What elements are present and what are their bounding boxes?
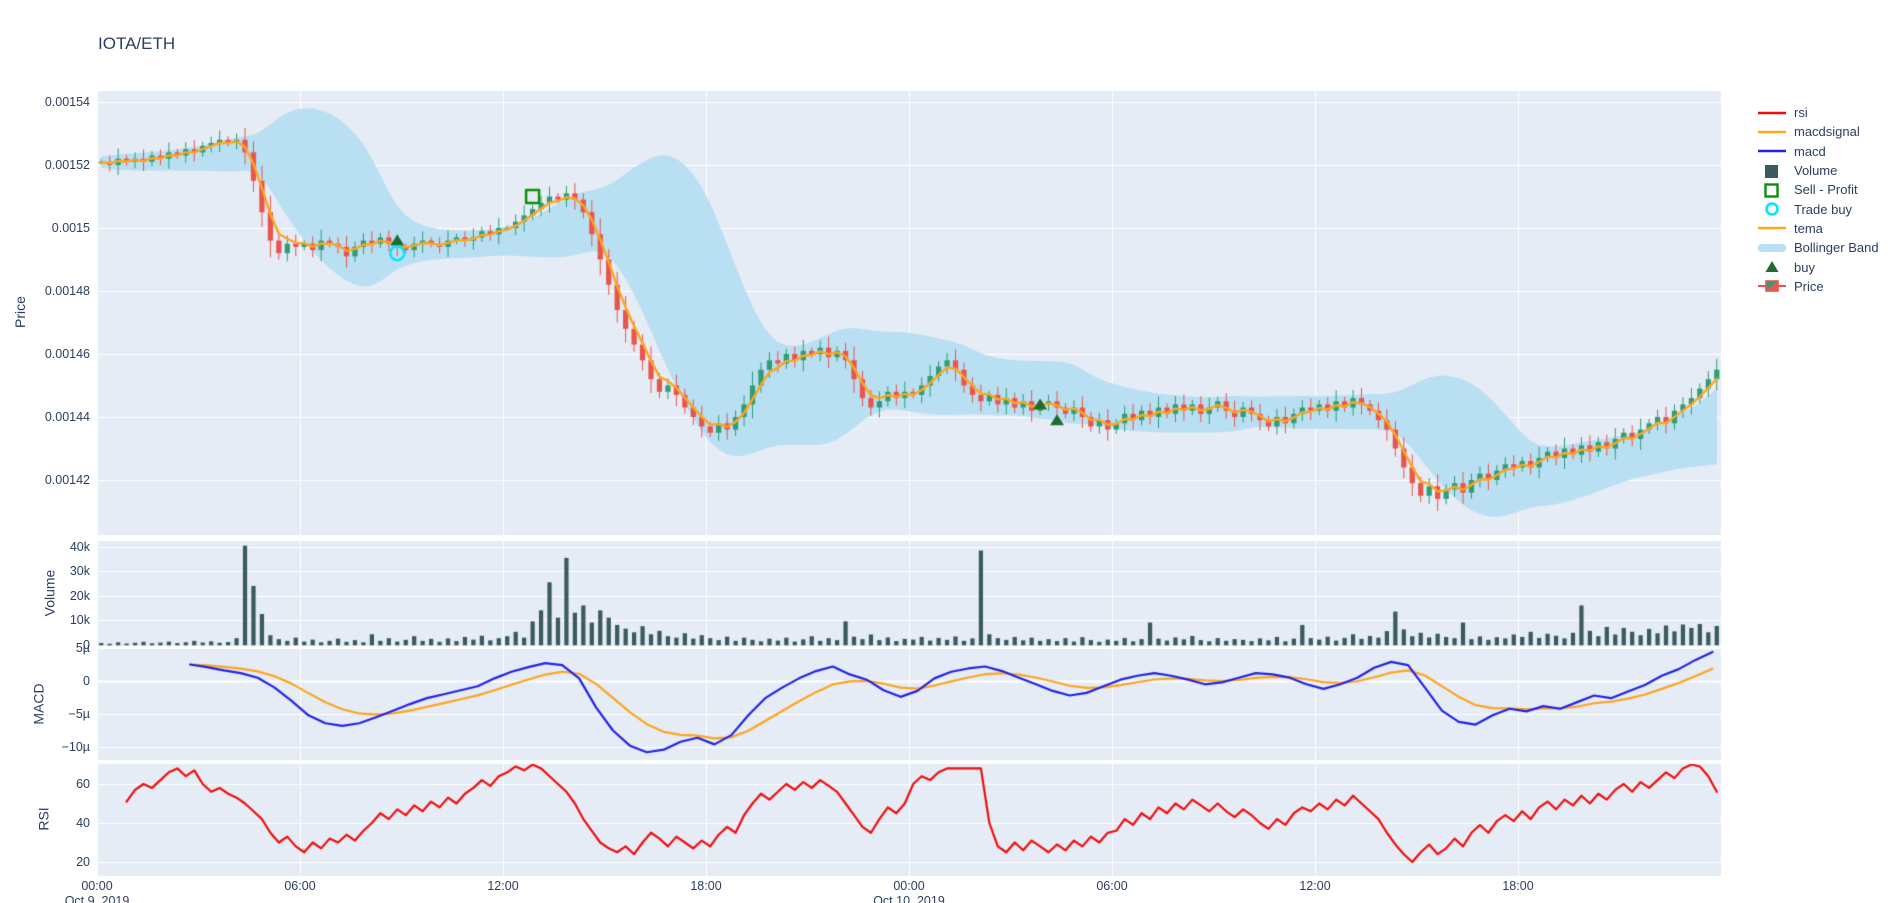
legend-label: macd (1794, 143, 1826, 159)
y-tick-label: 0.00148 (44, 284, 90, 298)
x-date-label: Oct 10, 2019 (873, 894, 945, 903)
legend-label: rsi (1794, 105, 1808, 121)
candle-icon (1757, 278, 1787, 294)
triangle-icon (1757, 259, 1787, 275)
y-tick-label: 0.00142 (44, 473, 90, 487)
y-tick-label: −10µ (61, 740, 90, 754)
y-tick-label: 20k (69, 588, 90, 603)
y-tick-label: 40k (69, 539, 90, 554)
square-open-icon (1757, 182, 1787, 198)
legend-label: Trade buy (1794, 201, 1853, 217)
legend-item-macd[interactable]: macd (1757, 142, 1879, 161)
y-tick-label: 0.00144 (44, 410, 90, 424)
y-tick-label: 5µ (75, 641, 90, 655)
line-icon (1757, 105, 1787, 121)
y-tick-label: 0 (83, 674, 90, 688)
line-icon (1757, 124, 1787, 140)
x-tick-label: 06:00 (1096, 879, 1128, 893)
circle-open-icon (1757, 201, 1787, 217)
x-tick-label: 18:00 (1502, 879, 1534, 893)
x-date-label: Oct 9, 2019 (64, 894, 130, 903)
x-tick-label: 18:00 (690, 879, 722, 893)
y-tick-label: 0 (83, 637, 90, 652)
chart-title: IOTA/ETH (98, 34, 176, 53)
y-tick-label: 30k (69, 564, 90, 579)
y-tick-label: 40 (76, 816, 90, 830)
y-tick-label: 0.0015 (51, 221, 90, 235)
y-tick-label: 20 (76, 855, 90, 869)
line-icon (1757, 220, 1787, 236)
legend-item-trade-buy[interactable]: Trade buy (1757, 199, 1879, 218)
legend-label: macdsignal (1794, 124, 1860, 140)
square-fill-icon (1757, 163, 1787, 179)
legend-item-bollinger-band[interactable]: Bollinger Band (1757, 238, 1879, 257)
x-tick-label: 00:00 (81, 879, 113, 893)
y-tick-label: 0.00154 (44, 95, 90, 109)
legend-item-sell-profit[interactable]: Sell - Profit (1757, 180, 1879, 199)
legend-label: Sell - Profit (1794, 182, 1858, 198)
legend-item-buy[interactable]: buy (1757, 257, 1879, 276)
legend-label: Bollinger Band (1794, 240, 1879, 256)
y-tick-label: 10k (69, 613, 90, 628)
legend-label: tema (1794, 220, 1823, 236)
legend-label: buy (1794, 259, 1815, 275)
y-tick-label: −5µ (68, 707, 90, 721)
y-tick-label: 60 (76, 777, 90, 791)
x-tick-label: 12:00 (1299, 879, 1331, 893)
band-icon (1757, 240, 1787, 256)
legend-item-volume[interactable]: Volume (1757, 161, 1879, 180)
legend-label: Volume (1794, 163, 1838, 179)
legend-item-rsi[interactable]: rsi (1757, 103, 1879, 122)
legend-item-macdsignal[interactable]: macdsignal (1757, 122, 1879, 141)
x-tick-label: 00:00 (893, 879, 925, 893)
legend-item-price[interactable]: Price (1757, 277, 1879, 296)
price-axis-title: Price (11, 296, 28, 328)
legend-label: Price (1794, 278, 1824, 294)
y-tick-label: 0.00146 (44, 347, 90, 361)
y-tick-label: 0.00152 (44, 158, 90, 172)
legend-item-tema[interactable]: tema (1757, 219, 1879, 238)
line-icon (1757, 143, 1787, 159)
legend: rsi macdsignal macd Volume Sell - Profit Trad… (1757, 103, 1879, 296)
x-tick-label: 12:00 (487, 879, 519, 893)
x-tick-label: 06:00 (284, 879, 316, 893)
